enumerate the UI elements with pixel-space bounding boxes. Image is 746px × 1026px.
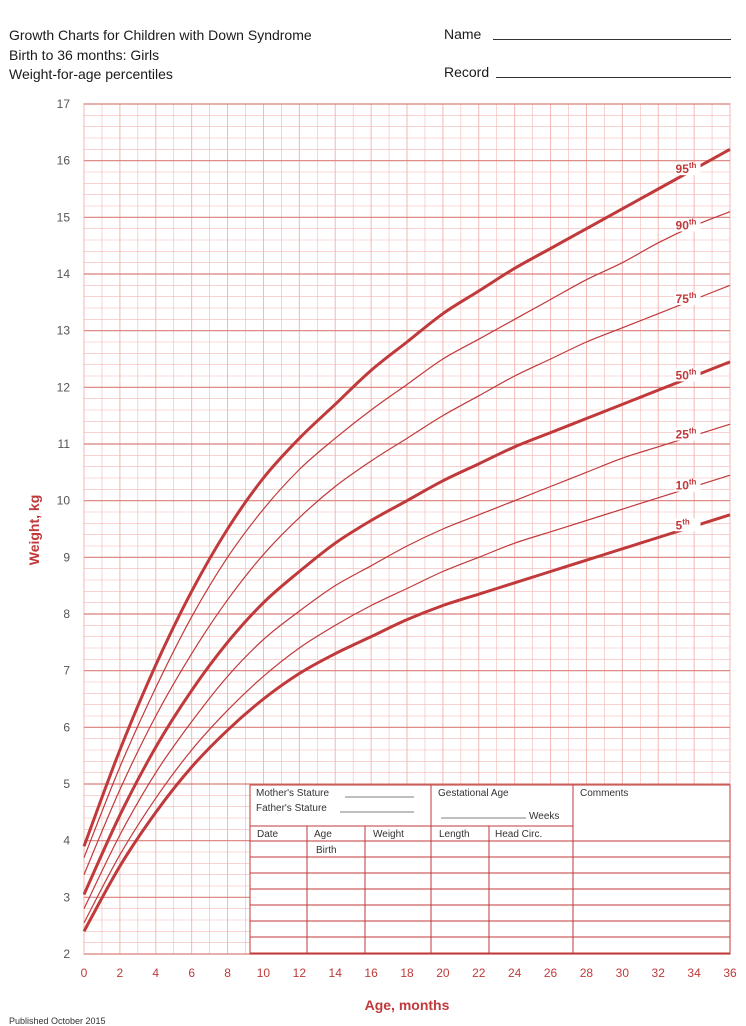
y-tick-label: 8 [63,607,70,621]
x-tick-label: 8 [224,966,231,980]
y-axis-label: Weight, kg [26,495,42,566]
x-tick-label: 34 [687,966,701,980]
percentile-curve-90 [83,211,731,858]
y-tick-label: 4 [63,834,70,848]
birth-label: Birth [316,845,337,856]
x-tick-label: 2 [117,966,124,980]
col-length: Length [439,829,470,840]
x-tick-label: 20 [436,966,450,980]
x-tick-label: 6 [188,966,195,980]
y-tick-label: 2 [63,947,70,961]
percentile-curve-50 [82,360,731,896]
record-line[interactable] [496,77,731,78]
record-label: Record [444,64,490,80]
percentile-curves [82,148,731,933]
y-tick-label: 15 [57,210,71,224]
col-weight: Weight [373,829,404,840]
y-tick-label: 16 [57,154,71,168]
x-tick-label: 30 [616,966,630,980]
x-tick-label: 36 [723,966,737,980]
percentile-label-bg [674,427,701,441]
x-tick-label: 16 [364,966,378,980]
x-tick-label: 24 [508,966,522,980]
chart-subtitle: Birth to 36 months: Girls [9,46,160,63]
comments-label: Comments [580,788,628,799]
y-tick-label: 14 [57,267,71,281]
y-tick-label: 3 [63,890,70,904]
col-date: Date [257,829,279,840]
y-tick-label: 12 [57,380,71,394]
percentile-label-bg [674,478,701,492]
x-tick-label: 26 [544,966,558,980]
percentile-label-bg [674,218,701,232]
fathers-stature-label: Father's Stature [256,803,327,814]
chart-title: Growth Charts for Children with Down Syn… [9,27,312,43]
x-tick-label: 10 [257,966,271,980]
chart-title-block: Growth Charts for Children with Down Syn… [9,26,312,85]
percentile-curve-10 [83,474,731,924]
percentile-curve-95 [82,148,731,847]
percentile-label-bg [674,162,701,176]
x-tick-label: 32 [652,966,666,980]
x-tick-label: 0 [81,966,88,980]
col-age: Age [314,829,332,840]
x-tick-label: 28 [580,966,594,980]
y-tick-label: 5 [63,777,70,791]
percentile-label-bg [674,368,701,382]
y-tick-label: 10 [57,494,71,508]
record-table: Mother's Stature Father's Stature Gestat… [249,784,731,955]
x-tick-label: 22 [472,966,486,980]
x-tick-label: 18 [400,966,414,980]
y-tick-label: 17 [57,97,71,111]
x-tick-label: 12 [293,966,307,980]
mothers-stature-label: Mother's Stature [256,788,329,799]
y-tick-label: 9 [63,550,70,564]
weeks-label: Weeks [529,811,559,822]
name-label: Name [444,26,482,42]
gestational-age-label: Gestational Age [438,788,509,799]
percentile-curve-25 [83,423,731,909]
y-tick-label: 13 [57,324,71,338]
percentile-curve-5 [82,513,731,933]
x-tick-label: 14 [329,966,343,980]
published-date: Published October 2015 [9,1016,106,1026]
percentile-label-bg [674,291,701,305]
col-head-circ: Head Circ. [495,829,542,840]
x-axis-label: Age, months [365,997,450,1013]
chart-measure: Weight-for-age percentiles [9,66,173,82]
y-tick-label: 11 [58,437,71,451]
percentile-label-bg [674,518,701,532]
x-tick-label: 4 [152,966,159,980]
percentile-curve-75 [83,284,731,875]
name-field[interactable]: Name [444,26,731,42]
y-tick-label: 7 [63,664,70,678]
y-tick-label: 6 [63,720,70,734]
name-line[interactable] [493,39,731,40]
record-field[interactable]: Record [444,64,731,80]
